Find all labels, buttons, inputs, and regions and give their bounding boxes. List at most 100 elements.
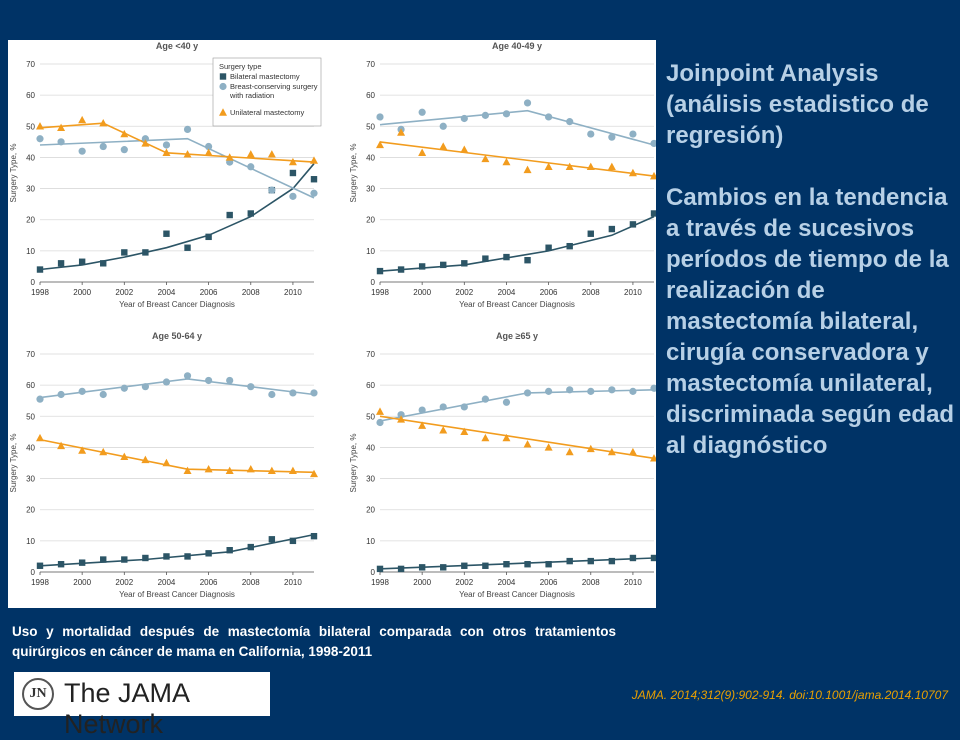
trend-line-bilateral	[379, 215, 655, 272]
jn-logo-icon: JN	[22, 678, 54, 710]
data-point-bcs	[439, 403, 447, 411]
data-point-bilateral	[205, 550, 212, 557]
chart-panel-2: Age 40-49 y 0 10 20 30 40 50 60 70 1998 2000 2002 20…	[349, 41, 656, 309]
trend-line-bilateral	[379, 557, 655, 570]
panel-title: Age 40-49 y	[492, 41, 542, 51]
y-tick-label: 70	[366, 60, 375, 69]
side-heading: Joinpoint Analysis (análisis estadistico…	[666, 60, 929, 149]
data-point-unilateral	[57, 441, 66, 450]
data-point-bilateral	[418, 263, 426, 270]
data-point-unilateral	[460, 427, 469, 436]
data-point-bilateral	[650, 554, 656, 562]
y-tick-label: 40	[366, 443, 375, 452]
data-point-bilateral	[376, 565, 384, 573]
data-point-unilateral	[544, 162, 553, 170]
x-tick-label: 2002	[115, 578, 133, 587]
data-point-bcs	[247, 163, 255, 171]
x-tick-label: 2002	[455, 578, 473, 587]
data-point-bcs	[376, 113, 384, 121]
data-point-unilateral	[36, 433, 44, 442]
data-point-unilateral	[225, 153, 234, 161]
data-point-bcs	[523, 389, 532, 397]
x-axis-label: Year of Breast Cancer Diagnosis	[459, 590, 575, 599]
x-tick-label: 1998	[31, 578, 49, 587]
data-point-bilateral	[503, 253, 510, 261]
y-tick-label: 20	[366, 216, 375, 225]
x-tick-label: 1998	[371, 288, 389, 297]
y-tick-label: 60	[26, 91, 35, 100]
data-point-bcs	[120, 146, 128, 154]
data-point-bcs	[183, 372, 192, 380]
data-point-bcs	[183, 125, 192, 133]
data-point-unilateral	[544, 443, 553, 451]
y-tick-label: 30	[26, 475, 35, 484]
x-tick-label: 2008	[242, 578, 260, 587]
y-tick-label: 20	[26, 216, 35, 225]
y-tick-label: 70	[366, 350, 375, 359]
data-point-bcs	[78, 387, 86, 395]
data-point-bilateral	[36, 266, 44, 273]
data-point-bcs	[376, 418, 384, 427]
data-point-unilateral	[141, 139, 150, 147]
x-tick-label: 2008	[242, 288, 260, 297]
data-point-bilateral	[461, 562, 468, 569]
trend-line-unilateral	[379, 141, 655, 177]
y-tick-label: 60	[26, 381, 35, 390]
data-point-unilateral	[565, 447, 574, 456]
data-point-bilateral	[587, 557, 594, 565]
data-point-bilateral	[397, 266, 405, 273]
x-tick-label: 2000	[413, 288, 431, 297]
data-point-unilateral	[439, 426, 448, 434]
data-point-bilateral	[545, 244, 552, 251]
data-point-unilateral	[310, 469, 318, 478]
data-point-bilateral	[163, 553, 170, 560]
data-point-bcs	[523, 99, 532, 107]
x-tick-label: 2004	[158, 578, 176, 587]
data-point-bilateral	[226, 211, 233, 219]
data-point-bcs	[650, 384, 656, 392]
data-point-bilateral	[310, 176, 318, 183]
data-point-unilateral	[288, 157, 297, 166]
data-point-bcs	[608, 386, 616, 394]
y-tick-label: 40	[366, 153, 375, 162]
data-point-bilateral	[184, 244, 191, 251]
data-point-unilateral	[99, 118, 108, 127]
data-point-bilateral	[397, 565, 405, 573]
y-tick-label: 0	[371, 278, 376, 287]
y-tick-label: 10	[366, 247, 375, 256]
data-point-bilateral	[184, 553, 191, 560]
data-point-unilateral	[565, 162, 574, 170]
data-point-bilateral	[376, 267, 384, 275]
data-point-bcs	[566, 118, 574, 126]
data-point-unilateral	[288, 466, 297, 474]
data-point-bilateral	[121, 249, 128, 256]
x-tick-label: 2010	[284, 288, 302, 297]
trend-line-bcs	[379, 109, 655, 146]
y-tick-label: 70	[26, 60, 35, 69]
data-point-bcs	[481, 111, 489, 119]
y-tick-label: 30	[366, 185, 375, 194]
data-point-bilateral	[629, 221, 637, 228]
data-point-bcs	[162, 378, 171, 386]
data-point-unilateral	[481, 433, 490, 442]
data-point-unilateral	[225, 466, 234, 474]
data-point-unilateral	[502, 157, 511, 166]
y-tick-label: 10	[26, 247, 35, 256]
data-point-bilateral	[100, 556, 107, 563]
y-tick-label: 0	[31, 568, 36, 577]
panel-title: Age <40 y	[156, 41, 198, 51]
trend-line-bcs	[39, 137, 315, 199]
data-point-unilateral	[120, 129, 129, 138]
data-point-bilateral	[78, 258, 86, 265]
legend-label-bcs: with radiation	[229, 91, 274, 100]
data-point-bilateral	[461, 260, 468, 267]
x-tick-label: 2006	[540, 288, 558, 297]
data-point-bcs	[418, 108, 426, 116]
data-point-bcs	[205, 376, 213, 385]
figure-caption: Uso y mortalidad después de mastectomía …	[12, 624, 616, 659]
data-point-bilateral	[440, 564, 447, 571]
data-point-unilateral	[162, 458, 171, 467]
data-point-bcs	[460, 403, 468, 411]
data-point-bilateral	[440, 261, 447, 269]
